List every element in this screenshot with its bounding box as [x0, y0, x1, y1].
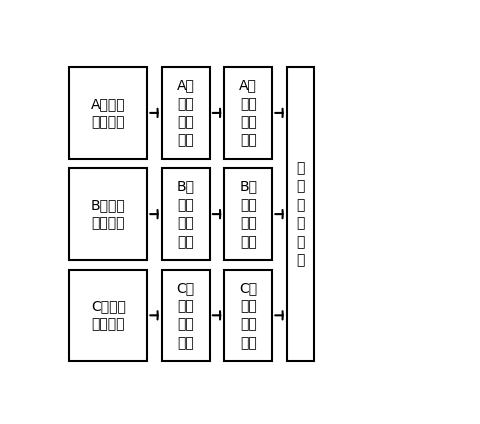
Text: B相电容
降压电路: B相电容 降压电路	[91, 198, 126, 230]
Text: 逻
辑
运
算
电
路: 逻 辑 运 算 电 路	[296, 161, 305, 267]
Text: B相
光电
隔离
电路: B相 光电 隔离 电路	[239, 179, 257, 249]
FancyBboxPatch shape	[162, 67, 210, 159]
FancyBboxPatch shape	[224, 270, 273, 361]
FancyBboxPatch shape	[69, 168, 147, 260]
FancyBboxPatch shape	[287, 67, 314, 361]
FancyBboxPatch shape	[69, 67, 147, 159]
Text: A相
整流
稳压
电路: A相 整流 稳压 电路	[177, 78, 195, 148]
Text: C相电容
降压电路: C相电容 降压电路	[91, 299, 126, 332]
FancyBboxPatch shape	[162, 270, 210, 361]
Text: C相
光电
隔离
电路: C相 光电 隔离 电路	[239, 281, 257, 350]
FancyBboxPatch shape	[162, 168, 210, 260]
Text: A相
光电
隔离
电路: A相 光电 隔离 电路	[240, 78, 257, 148]
FancyBboxPatch shape	[224, 67, 273, 159]
FancyBboxPatch shape	[224, 168, 273, 260]
FancyBboxPatch shape	[69, 270, 147, 361]
Text: A相电容
降压电路: A相电容 降压电路	[91, 97, 126, 129]
Text: B相
整流
稳压
电路: B相 整流 稳压 电路	[177, 179, 195, 249]
Text: C相
整流
稳压
电路: C相 整流 稳压 电路	[177, 281, 195, 350]
